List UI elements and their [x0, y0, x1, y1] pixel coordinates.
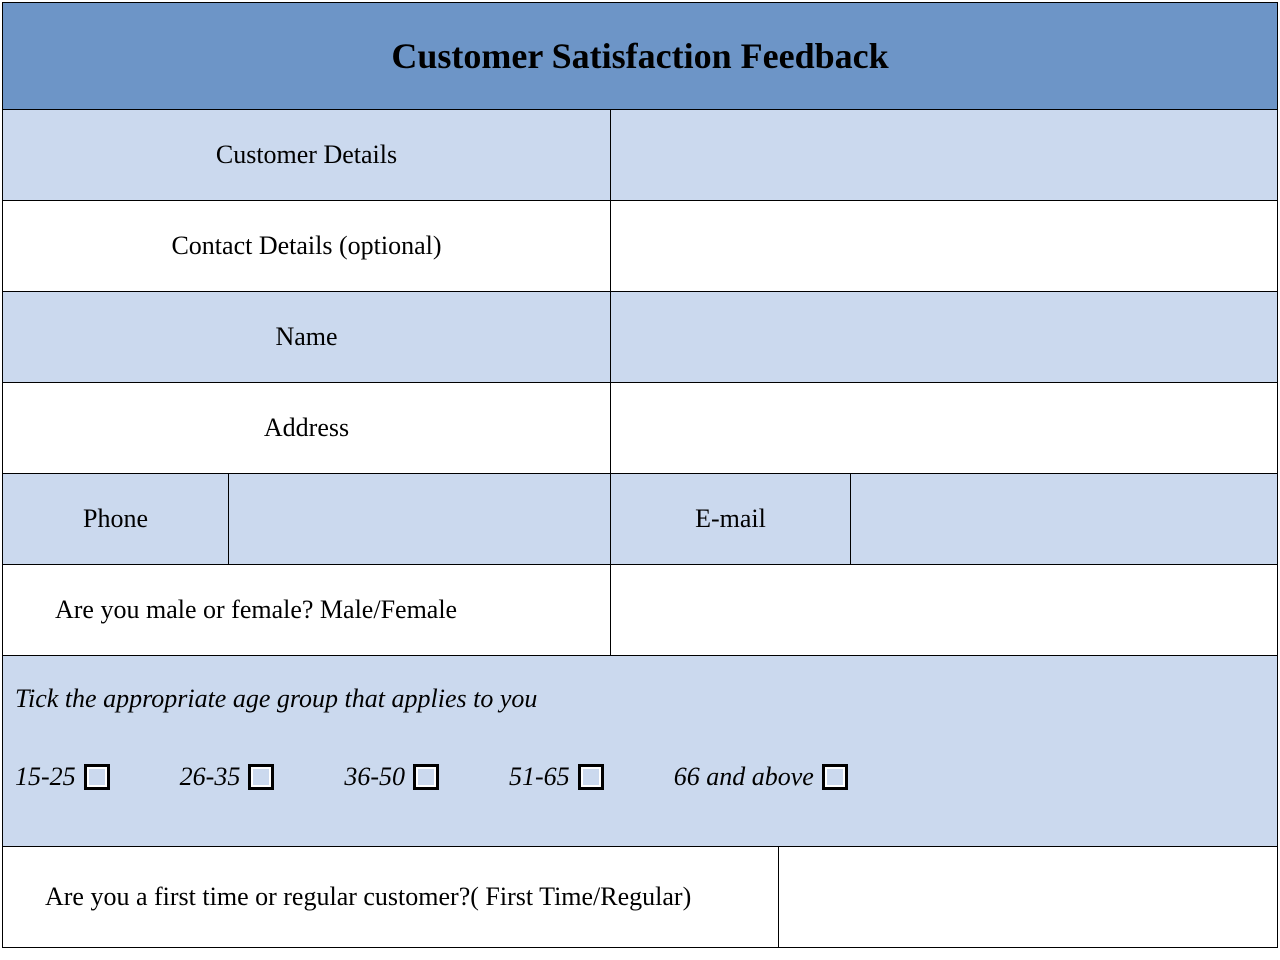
age-option-15-25: 15-25: [15, 762, 110, 792]
address-value[interactable]: [611, 383, 1277, 473]
age-group-row: Tick the appropriate age group that appl…: [3, 656, 1277, 847]
contact-details-row: Contact Details (optional): [3, 201, 1277, 292]
age-option-label: 66 and above: [674, 762, 814, 792]
email-value[interactable]: [851, 474, 1277, 564]
age-option-26-35: 26-35: [180, 762, 275, 792]
customer-details-value[interactable]: [611, 110, 1277, 200]
customer-type-row: Are you a first time or regular customer…: [3, 847, 1277, 947]
customer-details-row: Customer Details: [3, 110, 1277, 201]
customer-type-question: Are you a first time or regular customer…: [3, 847, 779, 947]
age-option-label: 26-35: [180, 762, 241, 792]
checkbox-icon[interactable]: [822, 764, 848, 790]
phone-email-row: Phone E-mail: [3, 474, 1277, 565]
name-value[interactable]: [611, 292, 1277, 382]
email-label: E-mail: [611, 474, 851, 564]
checkbox-icon[interactable]: [84, 764, 110, 790]
age-option-51-65: 51-65: [509, 762, 604, 792]
age-option-label: 51-65: [509, 762, 570, 792]
name-label: Name: [3, 292, 611, 382]
customer-details-label: Customer Details: [3, 110, 611, 200]
checkbox-icon[interactable]: [248, 764, 274, 790]
contact-details-label: Contact Details (optional): [3, 201, 611, 291]
address-label: Address: [3, 383, 611, 473]
age-prompt: Tick the appropriate age group that appl…: [15, 684, 537, 714]
gender-row: Are you male or female? Male/Female: [3, 565, 1277, 656]
name-row: Name: [3, 292, 1277, 383]
age-options: 15-25 26-35 36-50 51-65 66 and above: [15, 762, 848, 792]
phone-label: Phone: [3, 474, 229, 564]
age-option-label: 36-50: [344, 762, 405, 792]
gender-question: Are you male or female? Male/Female: [3, 565, 611, 655]
contact-details-value[interactable]: [611, 201, 1277, 291]
age-option-label: 15-25: [15, 762, 76, 792]
feedback-form: Customer Satisfaction Feedback Customer …: [2, 2, 1278, 948]
phone-value[interactable]: [229, 474, 611, 564]
age-option-36-50: 36-50: [344, 762, 439, 792]
address-row: Address: [3, 383, 1277, 474]
customer-type-value[interactable]: [779, 847, 1277, 947]
checkbox-icon[interactable]: [413, 764, 439, 790]
age-option-66-plus: 66 and above: [674, 762, 848, 792]
age-group-block: Tick the appropriate age group that appl…: [3, 656, 1277, 846]
checkbox-icon[interactable]: [578, 764, 604, 790]
header-row: Customer Satisfaction Feedback: [3, 3, 1277, 110]
gender-value[interactable]: [611, 565, 1277, 655]
form-title: Customer Satisfaction Feedback: [3, 3, 1277, 109]
